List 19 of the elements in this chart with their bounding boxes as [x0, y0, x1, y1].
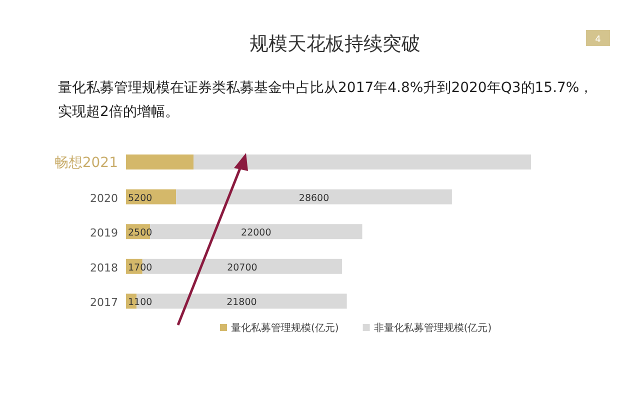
y-tick-label: 2018	[90, 261, 118, 274]
chart-title: 规模天花板持续突破	[250, 33, 420, 55]
data-label: 20700	[227, 262, 258, 274]
y-tick-label: 2020	[90, 192, 118, 205]
bar	[126, 154, 194, 170]
data-label: 22000	[241, 228, 272, 239]
legend-label: 量化私募管理规模(亿元)	[231, 322, 339, 334]
chart-subtitle: 量化私募管理规模在证券类私募基金中占比从2017年4.8%升到2020年Q3的15.7%，实现超2倍的增幅。	[58, 80, 594, 120]
data-label: 5200	[128, 192, 152, 204]
bar	[176, 189, 452, 204]
bar	[194, 154, 531, 170]
bar	[150, 224, 362, 240]
legend-label: 非量化私募管理规模(亿元)	[374, 322, 492, 334]
data-label: 28600	[298, 192, 330, 204]
data-label: 21800	[226, 297, 257, 308]
y-tick-label: 畅想2021	[54, 155, 118, 171]
y-tick-label: 2017	[90, 296, 118, 310]
y-tick-label: 2019	[90, 226, 118, 240]
text: 4	[595, 35, 602, 45]
